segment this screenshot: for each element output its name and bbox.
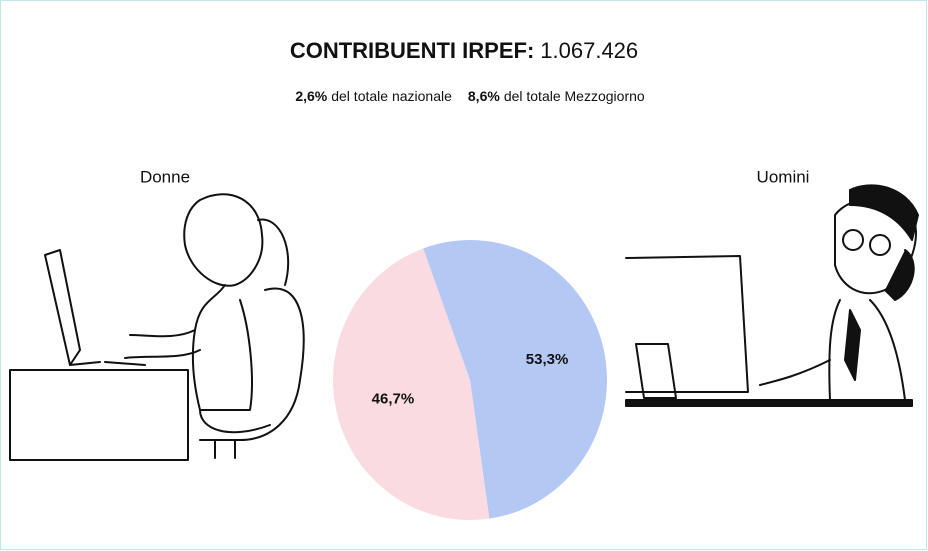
woman-illustration (9, 193, 305, 461)
stat-text: del totale nazionale (331, 88, 452, 104)
value-label: 46,7% (372, 391, 415, 408)
chart-title: CONTRIBUENTI IRPEF: 1.067.426 (290, 38, 638, 63)
pie-slice (332, 248, 490, 520)
stat-value: 2,6% (295, 88, 327, 104)
man-illustration (625, 184, 919, 407)
pie-slice (423, 240, 607, 519)
title-value: 1.067.426 (540, 38, 638, 63)
subtitle: 2,6% del totale nazionale 8,6% del totale M… (295, 88, 645, 104)
pie: 53,3% 46,7% (332, 240, 607, 520)
title-label: CONTRIBUENTI IRPEF: (290, 38, 534, 63)
stat-value: 8,6% (468, 88, 500, 104)
category-label: Donne (140, 167, 190, 186)
stat-text: del totale Mezzogiorno (504, 88, 645, 104)
category-label: Uomini (757, 167, 810, 186)
value-label: 53,3% (526, 351, 569, 368)
